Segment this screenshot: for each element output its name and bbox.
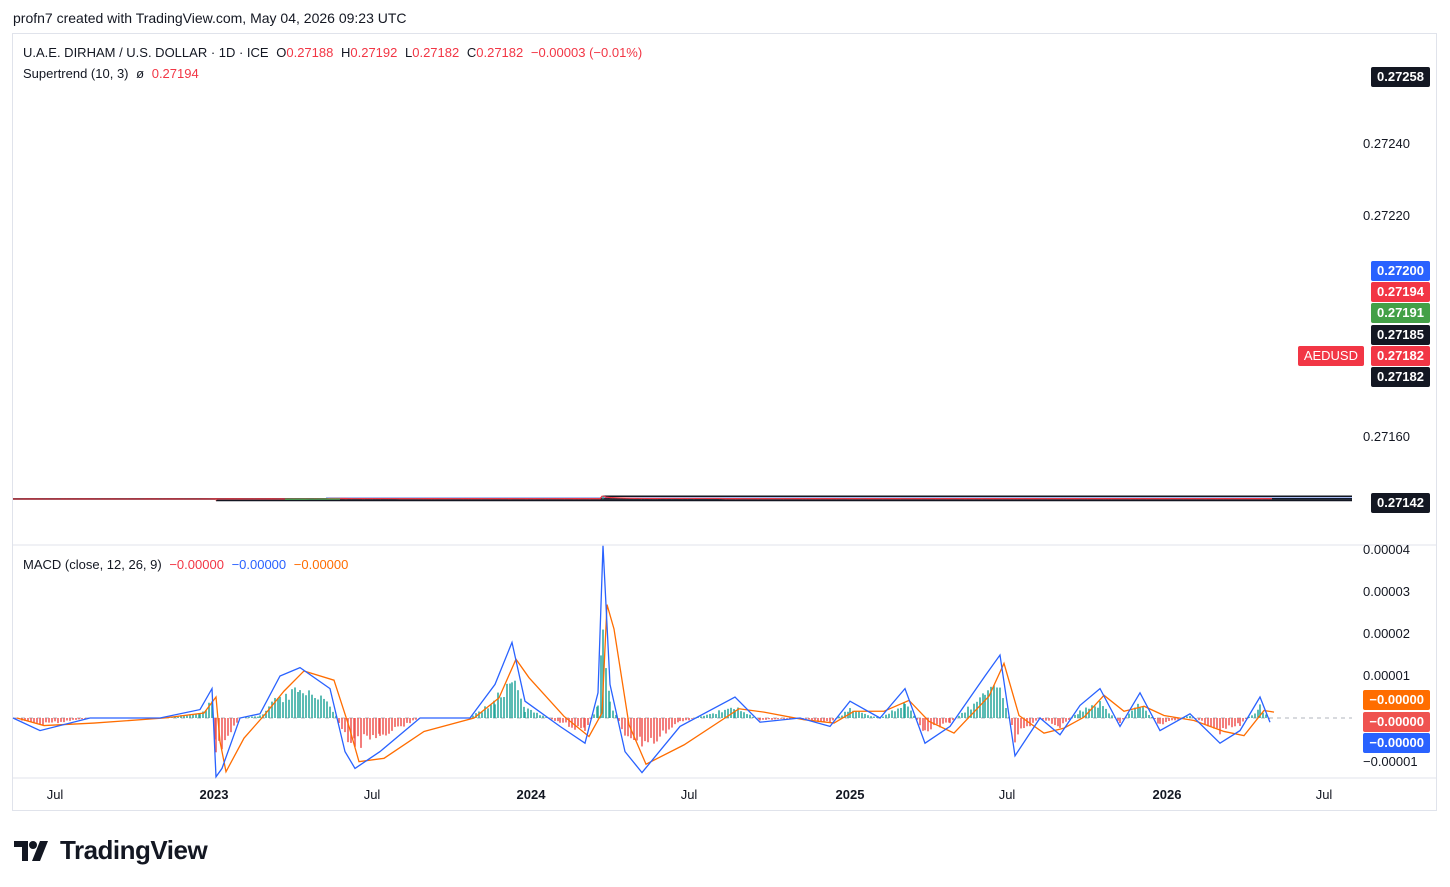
high-price-label: 0.27258 — [1371, 67, 1430, 87]
x-tick-year: 2026 — [1152, 787, 1182, 802]
green-price-label: 0.27191 — [1371, 303, 1430, 323]
symbol-tag: AEDUSD — [1297, 346, 1364, 366]
macd-line-value: −0.00000 — [231, 557, 287, 572]
macd-tick: 0.00002 — [1363, 626, 1410, 641]
chart-header: profn7 created with TradingView.com, May… — [13, 10, 407, 26]
macd-tick: 0.00004 — [1363, 542, 1410, 557]
macd-tick: 0.00001 — [1363, 668, 1410, 683]
supertrend-price-label: 0.27194 — [1371, 282, 1430, 302]
x-tick-year: 2025 — [835, 787, 865, 802]
macd-signal-label: −0.00000 — [1363, 690, 1430, 710]
x-tick: Jul — [998, 787, 1016, 802]
mid-price-label: 0.27185 — [1371, 325, 1430, 345]
symbol-name[interactable]: U.A.E. DIRHAM / U.S. DOLLAR · 1D · ICE — [23, 45, 269, 60]
price-tick: 0.27220 — [1363, 208, 1410, 223]
macd-label[interactable]: MACD (close, 12, 26, 9) — [23, 557, 162, 572]
visibility-icon[interactable]: ø — [136, 66, 145, 81]
macd-hist-label: −0.00000 — [1363, 712, 1430, 732]
low-label: L — [405, 45, 413, 60]
x-tick: Jul — [680, 787, 698, 802]
macd-signal-value: −0.00000 — [293, 557, 349, 572]
low-value: 0.27182 — [412, 45, 460, 60]
x-tick-year: 2024 — [516, 787, 546, 802]
high-value: 0.27192 — [350, 45, 398, 60]
level-price-label: 0.27200 — [1371, 261, 1430, 281]
price-tick: 0.27160 — [1363, 429, 1410, 444]
x-tick: Jul — [46, 787, 64, 802]
supertrend-label[interactable]: Supertrend (10, 3) — [23, 66, 129, 81]
macd-pane — [12, 545, 1352, 779]
low-price-label: 0.27142 — [1371, 493, 1430, 513]
tradingview-logo[interactable]: TradingView — [14, 835, 208, 866]
open-value: 0.27188 — [286, 45, 334, 60]
close-label: C — [466, 45, 477, 60]
price-tick: 0.27240 — [1363, 136, 1410, 151]
price-pane — [13, 495, 1352, 502]
close-value: 0.27182 — [476, 45, 524, 60]
price-legend: U.A.E. DIRHAM / U.S. DOLLAR · 1D · ICE O… — [23, 45, 646, 60]
macd-tick: −0.00001 — [1363, 754, 1418, 769]
x-tick: Jul — [363, 787, 381, 802]
logo-text: TradingView — [60, 835, 208, 865]
high-label: H — [340, 45, 351, 60]
supertrend-legend: Supertrend (10, 3) ø 0.27194 — [23, 66, 203, 81]
last-price-label: 0.27182 — [1371, 346, 1430, 366]
low-line-price-label: 0.27182 — [1371, 367, 1430, 387]
macd-line-label: −0.00000 — [1363, 733, 1430, 753]
x-tick: Jul — [1315, 787, 1333, 802]
macd-hist-value: −0.00000 — [169, 557, 224, 572]
chart-frame — [12, 33, 1437, 811]
macd-signal-line — [16, 604, 1275, 774]
open-label: O — [276, 45, 287, 60]
change-value: −0.00003 (−0.01%) — [530, 45, 643, 60]
tradingview-logo-icon — [14, 840, 48, 861]
macd-legend: MACD (close, 12, 26, 9) −0.00000 −0.0000… — [23, 557, 352, 572]
x-tick-year: 2023 — [199, 787, 229, 802]
macd-line — [12, 545, 1271, 779]
supertrend-value: 0.27194 — [151, 66, 199, 81]
macd-tick: 0.00003 — [1363, 584, 1410, 599]
